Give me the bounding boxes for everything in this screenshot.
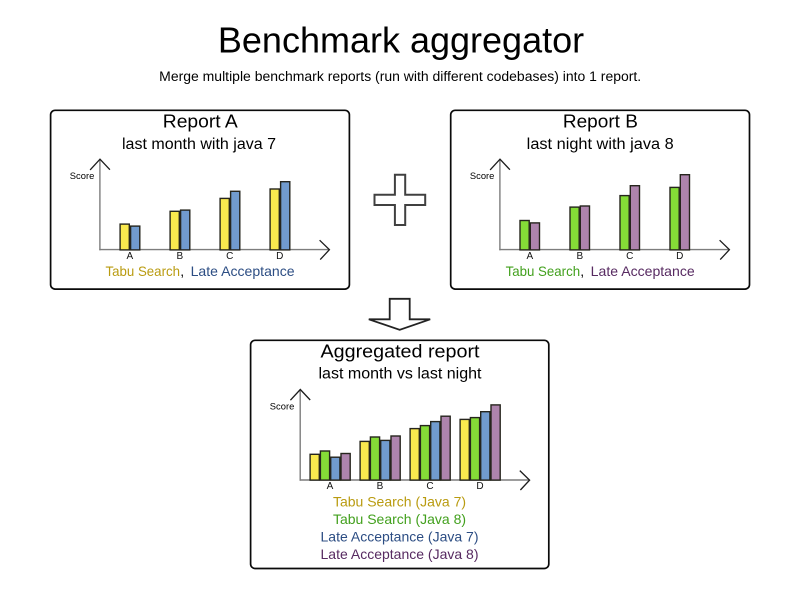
svg-text:D: D — [276, 251, 283, 262]
svg-text:,: , — [580, 263, 584, 279]
svg-text:last night with java 8: last night with java 8 — [527, 136, 674, 153]
svg-text:Tabu Search (Java 7): Tabu Search (Java 7) — [333, 494, 466, 510]
svg-text:A: A — [526, 251, 533, 262]
svg-text:D: D — [676, 251, 683, 262]
svg-text:Aggregated report: Aggregated report — [321, 342, 480, 362]
svg-text:A: A — [327, 481, 334, 492]
svg-text:Report B: Report B — [563, 112, 638, 132]
svg-text:Benchmark aggregator: Benchmark aggregator — [218, 20, 584, 61]
svg-text:Merge multiple benchmark repor: Merge multiple benchmark reports (run wi… — [159, 69, 641, 84]
svg-text:C: C — [226, 251, 233, 262]
svg-text:A: A — [126, 251, 133, 262]
svg-text:Late Acceptance (Java 8): Late Acceptance (Java 8) — [321, 546, 479, 562]
svg-text:Late Acceptance: Late Acceptance — [191, 263, 295, 279]
svg-text:C: C — [626, 251, 633, 262]
svg-text:Report A: Report A — [163, 112, 238, 132]
svg-text:Score: Score — [470, 171, 495, 182]
svg-text:Score: Score — [270, 402, 295, 413]
svg-text:B: B — [576, 251, 583, 262]
svg-text:Tabu Search: Tabu Search — [506, 263, 580, 279]
svg-text:Score: Score — [70, 171, 95, 182]
svg-text:C: C — [426, 481, 433, 492]
svg-text:Tabu Search: Tabu Search — [106, 263, 181, 279]
svg-text:D: D — [476, 481, 483, 492]
svg-text:last month with java 7: last month with java 7 — [122, 136, 276, 153]
svg-text:,: , — [180, 263, 184, 279]
svg-text:Late Acceptance: Late Acceptance — [591, 263, 695, 279]
svg-text:Late Acceptance (Java 7): Late Acceptance (Java 7) — [321, 528, 479, 544]
svg-text:Tabu Search (Java 8): Tabu Search (Java 8) — [333, 511, 466, 527]
svg-text:B: B — [377, 481, 384, 492]
svg-text:last month vs last night: last month vs last night — [319, 366, 483, 383]
svg-text:B: B — [176, 251, 183, 262]
